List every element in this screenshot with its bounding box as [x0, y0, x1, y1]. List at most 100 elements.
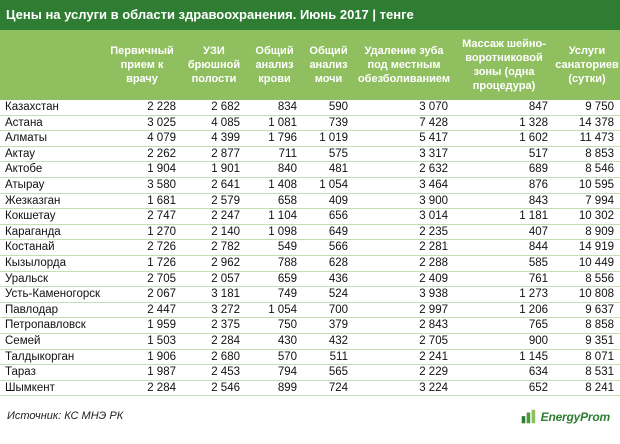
header-urine-test: Общий анализ мочи: [309, 45, 348, 85]
table-cell: 379: [328, 319, 348, 332]
table-cell: 2 247: [211, 210, 240, 223]
table-cell: 10 449: [578, 256, 614, 269]
table-cell: 2 453: [211, 366, 240, 379]
header-tooth-extraction: Удаление зуба под местным обезболиванием: [357, 45, 451, 85]
source-note: Источник: КС МНЭ РК: [7, 410, 124, 422]
table-row: Петропавловск 1 959 2 375 750 379 2 843 765 8 8…: [0, 318, 620, 334]
table-cell: 511: [329, 350, 348, 363]
table-cell: 739: [328, 116, 348, 129]
table-cell: 628: [328, 256, 348, 269]
table-cell: 2 579: [211, 194, 240, 207]
table-cell: 658: [277, 194, 297, 207]
table-header: Первичный прием к врачу УЗИ брюшной поло…: [0, 30, 620, 100]
table-row: Усть-Каменогорск 2 067 3 181 749 524 3 938 1 2…: [0, 287, 620, 303]
table-cell: 590: [328, 101, 348, 113]
region-name: Алматы: [5, 132, 47, 145]
region-name: Актобе: [5, 163, 43, 176]
region-name: Караганда: [5, 225, 61, 238]
table-row: Кокшетау 2 747 2 247 1 104 656 3 014 1 181 10 3…: [0, 209, 620, 225]
table-cell: 8 853: [585, 147, 614, 160]
region-name: Петропавловск: [5, 319, 86, 332]
table-cell: 1 959: [147, 319, 176, 332]
table-cell: 899: [277, 381, 297, 394]
table-row: Костанай 2 726 2 782 549 566 2 281 844 14 919: [0, 240, 620, 256]
region-name: Атырау: [5, 178, 45, 191]
table-row: Алматы 4 079 4 399 1 796 1 019 5 417 1 602 11 4…: [0, 131, 620, 147]
table-cell: 2 682: [211, 101, 240, 113]
table-cell: 8 071: [585, 350, 614, 363]
table-cell: 649: [328, 225, 348, 238]
table-cell: 3 025: [147, 116, 176, 129]
table-cell: 14 378: [578, 116, 614, 129]
table-cell: 2 235: [419, 225, 448, 238]
header-region: [0, 30, 102, 100]
table-cell: 524: [328, 288, 348, 301]
table-cell: 2 140: [211, 225, 240, 238]
table-cell: 2 546: [211, 381, 240, 394]
table-cell: 1 019: [319, 132, 348, 145]
table-row: Казахстан 2 228 2 682 834 590 3 070 847 9 750: [0, 100, 620, 116]
table-cell: 3 224: [419, 381, 448, 394]
table-cell: 407: [528, 225, 548, 238]
table-cell: 1 206: [519, 303, 548, 316]
table-cell: 432: [328, 334, 348, 347]
table-cell: 2 375: [211, 319, 240, 332]
table-cell: 1 987: [147, 366, 176, 379]
table-cell: 2 726: [147, 241, 176, 254]
table-cell: 3 900: [419, 194, 448, 207]
table-cell: 2 641: [211, 178, 240, 191]
table-cell: 656: [328, 210, 348, 223]
region-name: Актау: [5, 147, 35, 160]
table-cell: 4 079: [147, 132, 176, 145]
table-cell: 7 994: [585, 194, 614, 207]
table-cell: 2 228: [147, 101, 176, 113]
table-cell: 750: [277, 319, 297, 332]
table-cell: 2 997: [419, 303, 448, 316]
table-cell: 794: [277, 366, 297, 379]
table-row: Тараз 1 987 2 453 794 565 2 229 634 8 531: [0, 365, 620, 381]
table-cell: 1 901: [211, 163, 240, 176]
table-row: Уральск 2 705 2 057 659 436 2 409 761 8 556: [0, 272, 620, 288]
table-cell: 1 104: [268, 210, 297, 223]
table-cell: 659: [277, 272, 297, 285]
table-cell: 1 098: [268, 225, 297, 238]
table-cell: 2 067: [147, 288, 176, 301]
table-cell: 765: [528, 319, 548, 332]
table-cell: 900: [528, 334, 548, 347]
table-cell: 843: [528, 194, 548, 207]
table-cell: 1 904: [147, 163, 176, 176]
table-cell: 689: [528, 163, 548, 176]
table-row: Актау 2 262 2 877 711 575 3 317 517 8 853: [0, 147, 620, 163]
table-cell: 2 447: [147, 303, 176, 316]
region-name: Усть-Каменогорск: [5, 288, 101, 301]
region-name: Кызылорда: [5, 256, 66, 269]
table-cell: 2 705: [147, 272, 176, 285]
table-cell: 2 241: [419, 350, 448, 363]
table-cell: 8 909: [585, 225, 614, 238]
table-cell: 14 919: [578, 241, 614, 254]
region-name: Уральск: [5, 272, 49, 285]
table-cell: 2 281: [419, 241, 448, 254]
table-cell: 10 808: [578, 288, 614, 301]
header-primary-visit: Первичный прием к врачу: [110, 45, 174, 85]
table-cell: 10 595: [578, 178, 614, 191]
table-cell: 9 637: [585, 303, 614, 316]
table-row: Атырау 3 580 2 641 1 408 1 054 3 464 876 10 595: [0, 178, 620, 194]
header-ultrasound: УЗИ брюшной полости: [187, 45, 241, 85]
table-cell: 9 750: [585, 101, 614, 113]
table-cell: 2 782: [211, 241, 240, 254]
table-cell: 847: [528, 101, 548, 113]
table-cell: 9 351: [585, 334, 614, 347]
table-cell: 436: [328, 272, 348, 285]
table-row: Талдыкорган 1 906 2 680 570 511 2 241 1 145 8 0…: [0, 350, 620, 366]
region-name: Тараз: [5, 366, 36, 379]
header-blood-test: Общий анализ крови: [255, 45, 294, 85]
logo-text: EnergyProm: [540, 410, 611, 424]
table-cell: 3 317: [419, 147, 448, 160]
table-cell: 8 858: [585, 319, 614, 332]
table-row: Павлодар 2 447 3 272 1 054 700 2 997 1 206 9 63…: [0, 303, 620, 319]
table-cell: 3 580: [147, 178, 176, 191]
region-name: Астана: [5, 116, 43, 129]
table-cell: 8 531: [585, 366, 614, 379]
table-title: Цены на услуги в области здравоохранения…: [0, 0, 620, 30]
